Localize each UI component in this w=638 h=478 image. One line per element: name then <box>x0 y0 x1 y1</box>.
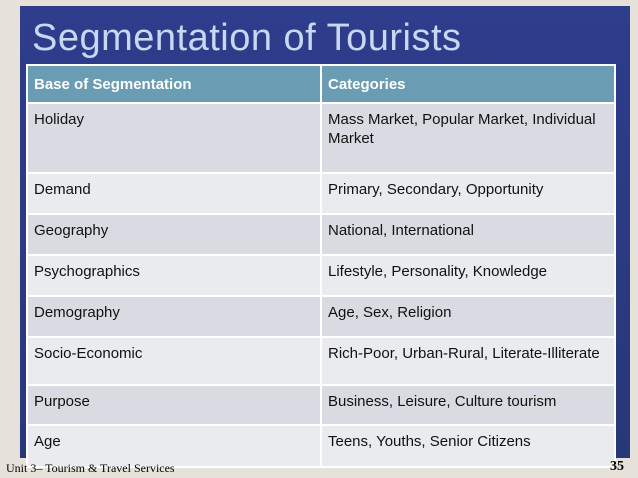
header-row: Base of Segmentation Categories <box>26 64 616 104</box>
segment-base: Age <box>26 424 322 468</box>
segment-base: Socio-Economic <box>26 336 322 386</box>
segment-categories: Primary, Secondary, Opportunity <box>320 172 616 215</box>
footer-text: Unit 3– Tourism & Travel Services <box>6 461 175 475</box>
column-header: Categories <box>320 64 616 104</box>
slide-title: Segmentation of Tourists <box>32 17 462 59</box>
segment-base: Demand <box>26 172 322 215</box>
table-row: Socio-Economic Rich-Poor, Urban-Rural, Li… <box>26 336 616 386</box>
segment-categories: Mass Market, Popular Market, Individual … <box>320 102 616 174</box>
segment-categories: Business, Leisure, Culture tourism <box>320 384 616 426</box>
segment-categories: National, International <box>320 213 616 256</box>
segment-base: Demography <box>26 295 322 338</box>
segment-base: Geography <box>26 213 322 256</box>
table-row: Purpose Business, Leisure, Culture touris… <box>26 384 616 426</box>
table-row: Geography National, International <box>26 213 616 256</box>
segment-base: Psychographics <box>26 254 322 297</box>
column-header: Base of Segmentation <box>26 64 322 104</box>
segmentation-table: Base of Segmentation Categories Holiday Ma… <box>26 64 616 468</box>
segment-categories: Teens, Youths, Senior Citizens <box>320 424 616 468</box>
segment-base: Purpose <box>26 384 322 426</box>
table-row: Holiday Mass Market, Popular Market, Indi… <box>26 102 616 174</box>
segment-base: Holiday <box>26 102 322 174</box>
table-row: Demand Primary, Secondary, Opportunity <box>26 172 616 215</box>
segment-categories: Rich-Poor, Urban-Rural, Literate-Illiter… <box>320 336 616 386</box>
table-row: Demography Age, Sex, Religion <box>26 295 616 338</box>
table-row: Age Teens, Youths, Senior Citizens <box>26 424 616 468</box>
page-number: 35 <box>610 459 624 474</box>
segment-categories: Lifestyle, Personality, Knowledge <box>320 254 616 297</box>
segment-categories: Age, Sex, Religion <box>320 295 616 338</box>
table-row: Psychographics Lifestyle, Personality, Kn… <box>26 254 616 297</box>
